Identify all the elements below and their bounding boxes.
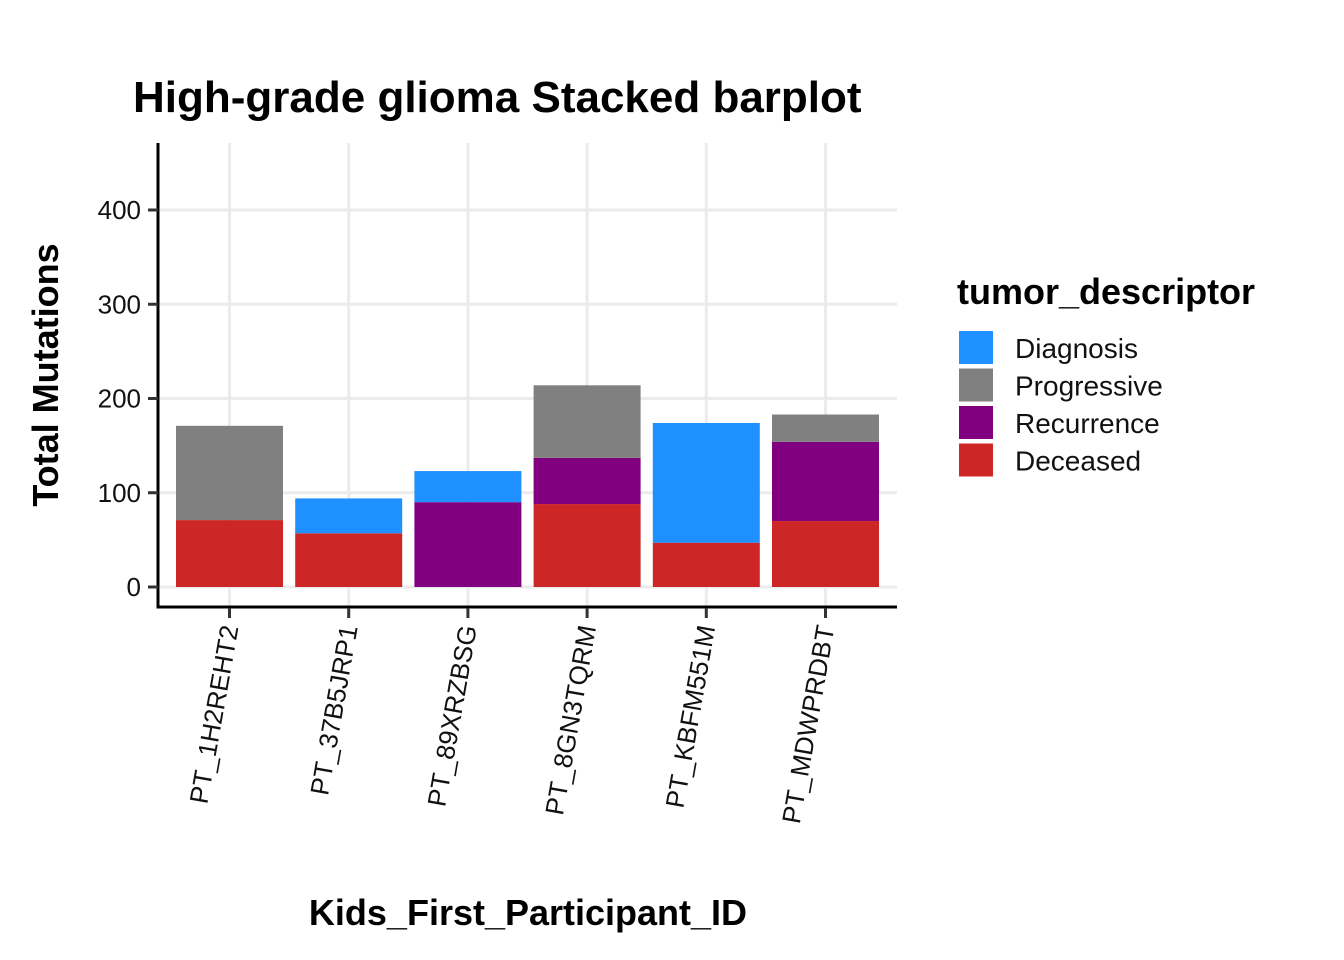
bar-segment-recurrence [772, 441, 879, 522]
bar-segment-deceased [533, 504, 641, 587]
bar-segment-deceased [772, 521, 879, 587]
legend: tumor_descriptor Diagnosis Progressive Rec… [957, 271, 1255, 477]
legend-label-deceased: Deceased [1015, 446, 1141, 477]
y-tick-label: 400 [98, 195, 141, 225]
legend-label-recurrence: Recurrence [1015, 408, 1160, 439]
x-tick-label: PT_1H2REHT2 [183, 623, 244, 806]
y-tick-label: 100 [98, 478, 141, 508]
y-tick-label: 300 [98, 289, 141, 319]
axes-layer [156, 143, 897, 609]
bar-segment-diagnosis [652, 423, 760, 543]
x-tick-label: PT_KBFM551M [660, 623, 722, 810]
x-tick-label: PT_37B5JRP1 [304, 623, 363, 798]
bars-layer [176, 385, 879, 587]
y-axis-title: Total Mutations [25, 243, 66, 506]
bar-segment-progressive [533, 385, 641, 458]
bar-segment-diagnosis [414, 471, 522, 503]
x-tick-label: PT_8GN3TQRM [539, 623, 602, 817]
bar-segment-recurrence [533, 457, 641, 505]
bar-segment-deceased [652, 542, 760, 587]
x-tick-label: PT_89XRZBSG [421, 623, 482, 809]
legend-swatch-diagnosis [959, 331, 993, 364]
y-ticks-layer: 0 100 200 300 400 [98, 195, 158, 602]
bar-segment-recurrence [414, 502, 522, 587]
y-tick-label: 200 [98, 384, 141, 414]
chart-title: High-grade glioma Stacked barplot [133, 73, 862, 122]
legend-swatch-recurrence [959, 406, 993, 439]
bar-segment-progressive [772, 414, 879, 442]
x-axis-title: Kids_First_Participant_ID [309, 892, 747, 933]
legend-label-diagnosis: Diagnosis [1015, 333, 1138, 364]
legend-title: tumor_descriptor [957, 271, 1255, 312]
x-tick-label: PT_MDWPRDBT [776, 623, 840, 826]
bar-segment-diagnosis [295, 498, 403, 534]
legend-swatch-deceased [959, 443, 993, 477]
y-tick-label: 0 [127, 572, 141, 602]
bar-segment-deceased [295, 533, 403, 587]
legend-swatch-progressive [959, 368, 993, 402]
legend-label-progressive: Progressive [1015, 371, 1163, 402]
x-ticks-layer: PT_1H2REHT2 PT_37B5JRP1 PT_89XRZBSG PT_8GN3… [183, 608, 840, 826]
bar-segment-progressive [176, 425, 283, 521]
bar-segment-deceased [176, 520, 283, 587]
legend-items: Diagnosis Progressive Recurrence Deceased [959, 331, 1163, 477]
